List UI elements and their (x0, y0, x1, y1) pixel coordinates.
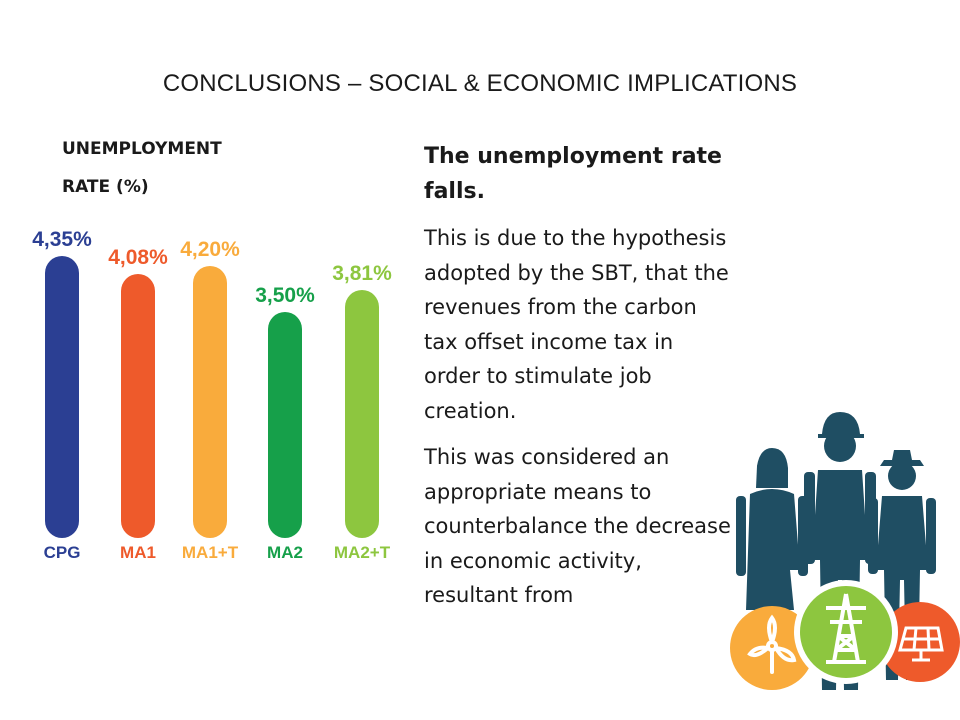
value-label: 4,20% (180, 238, 240, 261)
chart-title-line-1: UNEMPLOYMENT (62, 139, 222, 159)
explanation-paragraph-2: This was considered an appropriate means… (424, 445, 731, 607)
category-label: MA1 (120, 543, 156, 562)
bar-ma1 (121, 274, 155, 538)
bar-ma1-plust (193, 266, 227, 538)
chart-title-line-2: RATE (%) (62, 177, 149, 197)
explanation-text: The unemployment rate falls. This is due… (424, 140, 734, 625)
category-label: MA2 (267, 543, 303, 562)
slide-title: CONCLUSIONS – SOCIAL & ECONOMIC IMPLICAT… (162, 70, 798, 97)
value-label: 4,08% (108, 246, 168, 269)
unemployment-bar-chart: 4,35% CPG 4,08% MA1 4,20% MA1+T 3,50% MA2 3,81% M… (32, 228, 392, 562)
bar-ma2-plust (345, 290, 379, 538)
category-label: MA2+T (334, 543, 391, 562)
category-label: CPG (44, 543, 81, 562)
value-label: 4,35% (32, 228, 92, 251)
explanation-paragraph-1: This is due to the hypothesis adopted by… (424, 226, 729, 423)
bar-cpg (45, 256, 79, 538)
value-label: 3,81% (332, 262, 392, 285)
solar-panel-icon (880, 602, 960, 682)
category-label: MA1+T (182, 543, 239, 562)
bar-ma2 (268, 312, 302, 538)
workers-group-icon (730, 412, 960, 690)
power-pylon-icon (794, 580, 898, 684)
explanation-heading: The unemployment rate falls. (424, 144, 722, 204)
wind-turbine-icon (730, 606, 814, 690)
value-label: 3,50% (255, 284, 315, 307)
chart-title: UNEMPLOYMENT RATE (%) (62, 130, 222, 206)
